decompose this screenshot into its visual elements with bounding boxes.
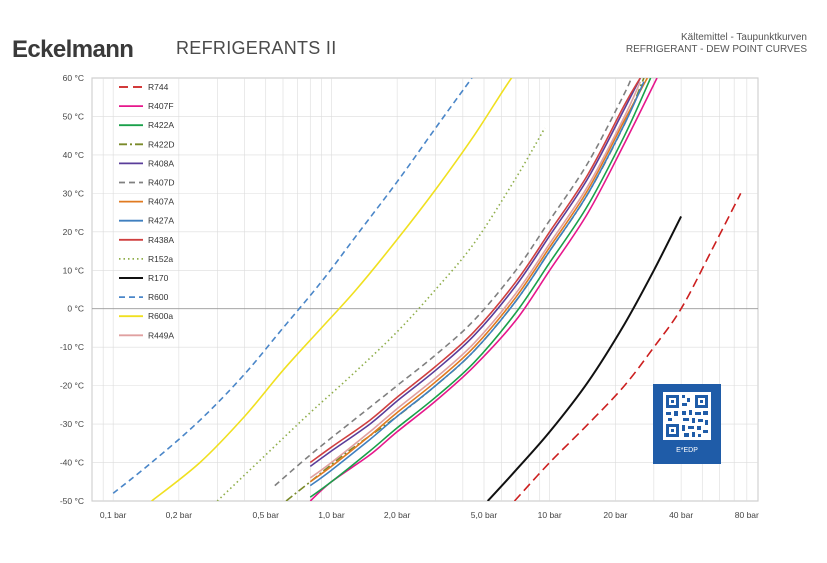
- legend-label-r407f: R407F: [148, 101, 174, 111]
- series-line-r744: [513, 193, 742, 501]
- header-titles: Kältemittel - Taupunktkurven REFRIGERANT…: [626, 32, 807, 56]
- legend-label-r744: R744: [148, 82, 169, 92]
- y-tick-label: 0 °C: [67, 304, 84, 314]
- legend-label-r407a: R407A: [148, 197, 174, 207]
- y-tick-label: 30 °C: [63, 188, 84, 198]
- series-line-r408a: [309, 78, 642, 468]
- legend: R744 R407F R422A R422D R408A R407D R407A R427A R…: [119, 82, 174, 340]
- y-tick-label: 60 °C: [63, 73, 84, 83]
- legend-label-r449a: R449A: [148, 330, 174, 340]
- x-tick-label: 2,0 bar: [384, 510, 411, 520]
- y-tick-label: -10 °C: [60, 342, 84, 352]
- page-subtitle: REFRIGERANTS II: [176, 38, 337, 58]
- y-tick-label: 50 °C: [63, 111, 84, 121]
- y-tick-label: 20 °C: [63, 227, 84, 237]
- series-line-r407d: [274, 78, 633, 487]
- series-line-r449a: [309, 81, 642, 479]
- series-line-r422a: [309, 78, 652, 498]
- brand-logo: Eckelmann: [12, 36, 134, 63]
- qr-code-icon: [663, 392, 711, 440]
- y-tick-label: -40 °C: [60, 458, 84, 468]
- title-german: Kältemittel - Taupunktkurven: [681, 32, 807, 43]
- x-tick-label: 1,0 bar: [318, 510, 345, 520]
- series-line-r152a: [216, 127, 546, 501]
- series-line-r438a: [309, 78, 641, 464]
- qr-label: E*EDP: [676, 447, 698, 454]
- y-tick-label: 40 °C: [63, 150, 84, 160]
- x-tick-label: 20 bar: [603, 510, 627, 520]
- x-tick-label: 0,1 bar: [100, 510, 127, 520]
- x-tick-label: 80 bar: [735, 510, 759, 520]
- grid: [91, 77, 759, 502]
- series-line-r407a: [309, 78, 649, 483]
- y-tick-label: 10 °C: [63, 265, 84, 275]
- series-lines: [112, 78, 742, 501]
- x-tick-label: 5,0 bar: [471, 510, 498, 520]
- legend-label-r438a: R438A: [148, 235, 174, 245]
- series-line-r427a: [309, 81, 645, 487]
- axes: 60 °C 50 °C 40 °C 30 °C 20 °C 10 °C 0 °C -10 °C…: [60, 73, 759, 520]
- title-english: REFRIGERANT - DEW POINT CURVES: [625, 44, 807, 55]
- y-tick-label: -20 °C: [60, 381, 84, 391]
- series-line-r600: [112, 78, 473, 494]
- legend-label-r422a: R422A: [148, 120, 174, 130]
- legend-label-r152a: R152a: [148, 254, 173, 264]
- plot-area: [91, 77, 759, 502]
- x-tick-label: 40 bar: [669, 510, 693, 520]
- series-line-r407f: [309, 78, 658, 501]
- x-tick-label: 0,2 bar: [166, 510, 193, 520]
- legend-label-r408a: R408A: [148, 158, 174, 168]
- legend-label-r170: R170: [148, 273, 169, 283]
- qr-code-badge[interactable]: E*EDP: [653, 384, 721, 464]
- legend-label-r600a: R600a: [148, 311, 173, 321]
- series-line-r170: [486, 215, 682, 501]
- x-tick-label: 0,5 bar: [252, 510, 279, 520]
- series-line-r600a: [151, 78, 513, 501]
- legend-label-r427a: R427A: [148, 216, 174, 226]
- y-tick-label: -30 °C: [60, 419, 84, 429]
- y-tick-label: -50 °C: [60, 496, 84, 506]
- legend-label-r422d: R422D: [148, 139, 174, 149]
- legend-label-r600: R600: [148, 292, 169, 302]
- legend-label-r407d: R407D: [148, 178, 174, 188]
- x-tick-label: 10 bar: [538, 510, 562, 520]
